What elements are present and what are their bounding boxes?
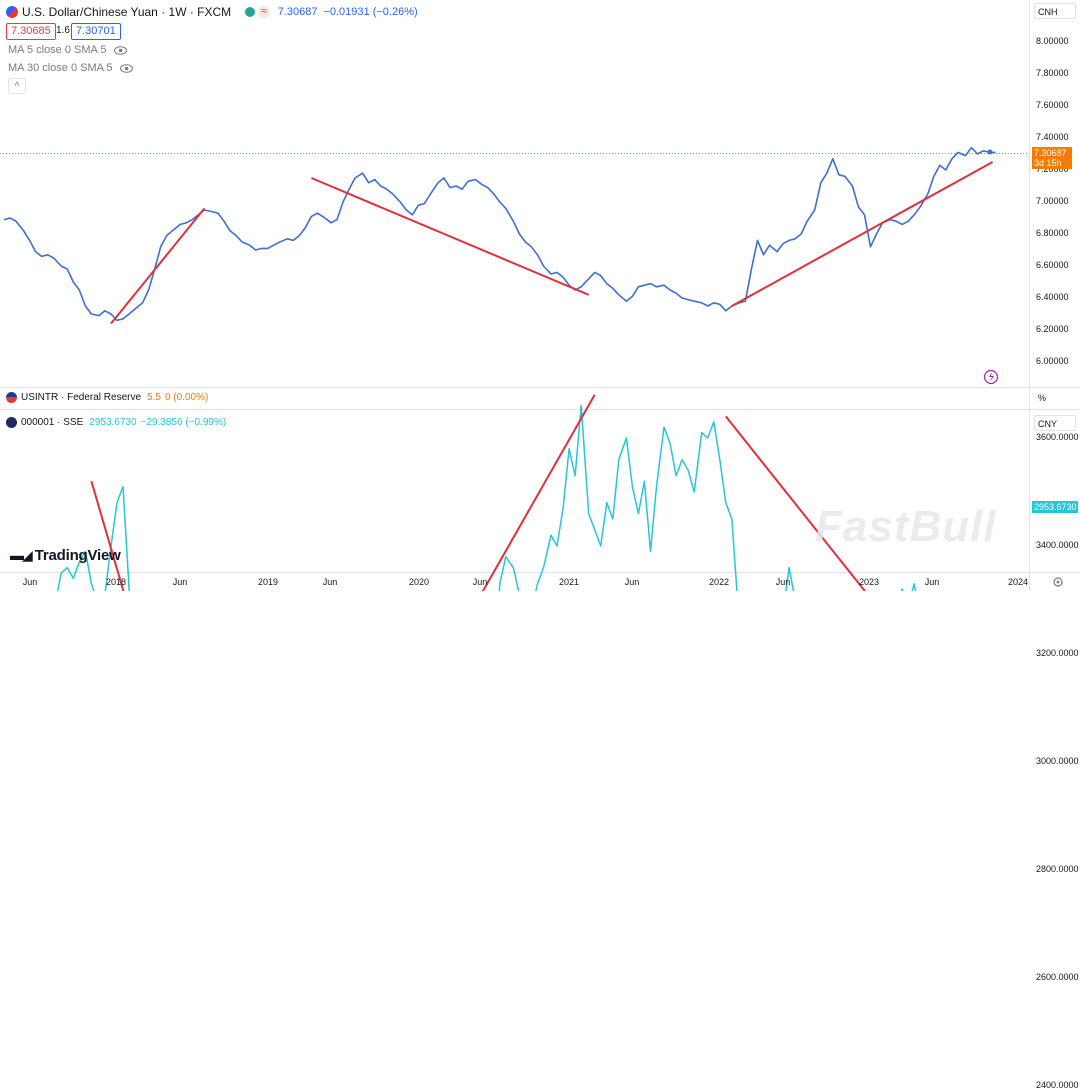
collapse-legend-button[interactable]: ^ xyxy=(8,78,26,94)
price-tick-label: 6.80000 xyxy=(1036,228,1069,238)
sse-legend[interactable]: 000001 · SSE 2953.6730 −29.3856 (−0.99%) xyxy=(6,417,226,428)
buy-price-button[interactable]: 7.30701 xyxy=(71,23,121,40)
trendline[interactable] xyxy=(90,480,261,591)
usdcnh-series xyxy=(3,146,996,322)
market-status-icon[interactable] xyxy=(245,7,256,17)
price-tick-label: 7.40000 xyxy=(1036,132,1069,142)
fed-change: 0 (0.00%) xyxy=(164,392,209,403)
last-price-tag-value: 7.30687 xyxy=(1034,148,1067,158)
symbol-title[interactable]: U.S. Dollar/Chinese Yuan · 1W · FXCM xyxy=(22,5,232,19)
price-tick-label: 6.00000 xyxy=(1036,356,1069,366)
lightning-icon[interactable] xyxy=(983,369,999,385)
trendline[interactable] xyxy=(110,207,206,325)
time-tick-label: 2020 xyxy=(409,577,430,587)
time-tick-label: Jun xyxy=(624,577,640,587)
price-tick-label: 3400.0000 xyxy=(1036,540,1079,550)
price-tick-label: 3200.0000 xyxy=(1036,648,1079,658)
sse-value: 2953.6730 xyxy=(89,417,137,428)
ma5-label: MA 5 close 0 SMA 5 xyxy=(8,44,107,56)
eye-icon[interactable] xyxy=(113,45,127,55)
us-flag-icon xyxy=(6,392,17,403)
eye-icon[interactable] xyxy=(119,63,133,73)
last-price-tag: 7.30687 3d 15h xyxy=(1032,147,1072,169)
time-tick-label: 2024 xyxy=(1008,577,1029,587)
trendline[interactable] xyxy=(725,415,988,591)
time-tick-label: Jun xyxy=(322,577,338,587)
tradingview-icon: ▬◢ xyxy=(10,547,33,563)
time-tick-label: 2021 xyxy=(559,577,580,587)
sse-logo-icon xyxy=(6,417,17,428)
symbol-legend[interactable]: U.S. Dollar/Chinese Yuan · 1W · FXCM ≈ 7… xyxy=(6,4,418,20)
time-tick-label: Jun xyxy=(472,577,488,587)
ma30-legend[interactable]: MA 30 close 0 SMA 5 xyxy=(8,62,133,74)
time-tick-label: Jun xyxy=(775,577,791,587)
trendline[interactable] xyxy=(311,177,590,296)
price-tick-label: 6.60000 xyxy=(1036,260,1069,270)
symbol-flag-icon xyxy=(6,6,18,18)
time-tick-label: 2018 xyxy=(106,577,127,587)
fed-title[interactable]: USINTR · Federal Reserve xyxy=(21,392,142,403)
price-tick-label: 8.00000 xyxy=(1036,36,1069,46)
ma30-label: MA 30 close 0 SMA 5 xyxy=(8,62,113,74)
last-price: 7.30687 xyxy=(277,6,318,18)
trendline[interactable] xyxy=(293,394,596,591)
fastbull-watermark: FastBull xyxy=(815,502,997,551)
percent-axis-label: % xyxy=(1038,393,1047,403)
data-status-badge[interactable]: ≈ xyxy=(258,6,270,18)
sell-price-button[interactable]: 7.30685 xyxy=(6,23,56,40)
lightning-bolt-icon xyxy=(989,372,994,382)
currency-label: CNY xyxy=(1038,419,1058,429)
settings-gear-icon[interactable] xyxy=(1052,576,1064,588)
sse-line[interactable] xyxy=(4,404,996,591)
usdcnh-line[interactable] xyxy=(3,146,996,322)
price-tick-label: 7.00000 xyxy=(1036,196,1069,206)
sse-series xyxy=(4,404,996,591)
sse-trendlines xyxy=(90,394,988,591)
time-tick-label: Jun xyxy=(924,577,940,587)
time-tick-label: 2019 xyxy=(258,577,279,587)
currency-selector-top[interactable]: CNH xyxy=(1034,3,1076,19)
spread-value: 1.6 xyxy=(56,25,70,36)
price-tick-label: 7.20000 xyxy=(1036,164,1069,174)
price-tick-label: 2400.0000 xyxy=(1036,1080,1079,1090)
tradingview-logo-text: TradingView xyxy=(34,547,121,564)
time-tick-label: Jun xyxy=(22,577,38,587)
currency-label: CNH xyxy=(1038,7,1058,17)
time-tick-label: 2022 xyxy=(709,577,730,587)
sse-change: −29.3856 (−0.99%) xyxy=(140,417,227,428)
price-tick-label: 3600.0000 xyxy=(1036,432,1079,442)
fed-value: 5.5 xyxy=(147,392,161,403)
currency-selector-bottom[interactable]: CNY xyxy=(1034,415,1076,431)
sse-title[interactable]: 000001 · SSE xyxy=(21,417,84,428)
price-tick-label: 7.80000 xyxy=(1036,68,1069,78)
trendline[interactable] xyxy=(731,161,994,307)
chart-canvas[interactable] xyxy=(0,0,1080,591)
price-tick-label: 3000.0000 xyxy=(1036,756,1079,766)
ma5-legend[interactable]: MA 5 close 0 SMA 5 xyxy=(8,44,127,56)
usdcnh-trendlines xyxy=(110,161,994,325)
price-tick-label: 6.40000 xyxy=(1036,292,1069,302)
sse-last-tag: 2953.6730 xyxy=(1032,501,1078,513)
price-tick-label: 2600.0000 xyxy=(1036,972,1079,982)
tradingview-logo[interactable]: ▬◢ TradingView xyxy=(10,547,121,564)
price-tick-label: 6.20000 xyxy=(1036,324,1069,334)
time-tick-label: Jun xyxy=(172,577,188,587)
price-tick-label: 2800.0000 xyxy=(1036,864,1079,874)
fed-legend[interactable]: USINTR · Federal Reserve 5.5 0 (0.00%) xyxy=(6,392,208,403)
price-change: −0.01931 (−0.26%) xyxy=(323,6,418,18)
price-tick-label: 7.60000 xyxy=(1036,100,1069,110)
last-point-marker xyxy=(987,149,993,155)
time-tick-label: 2023 xyxy=(859,577,880,587)
countdown-label: 3d 15h xyxy=(1034,158,1062,168)
